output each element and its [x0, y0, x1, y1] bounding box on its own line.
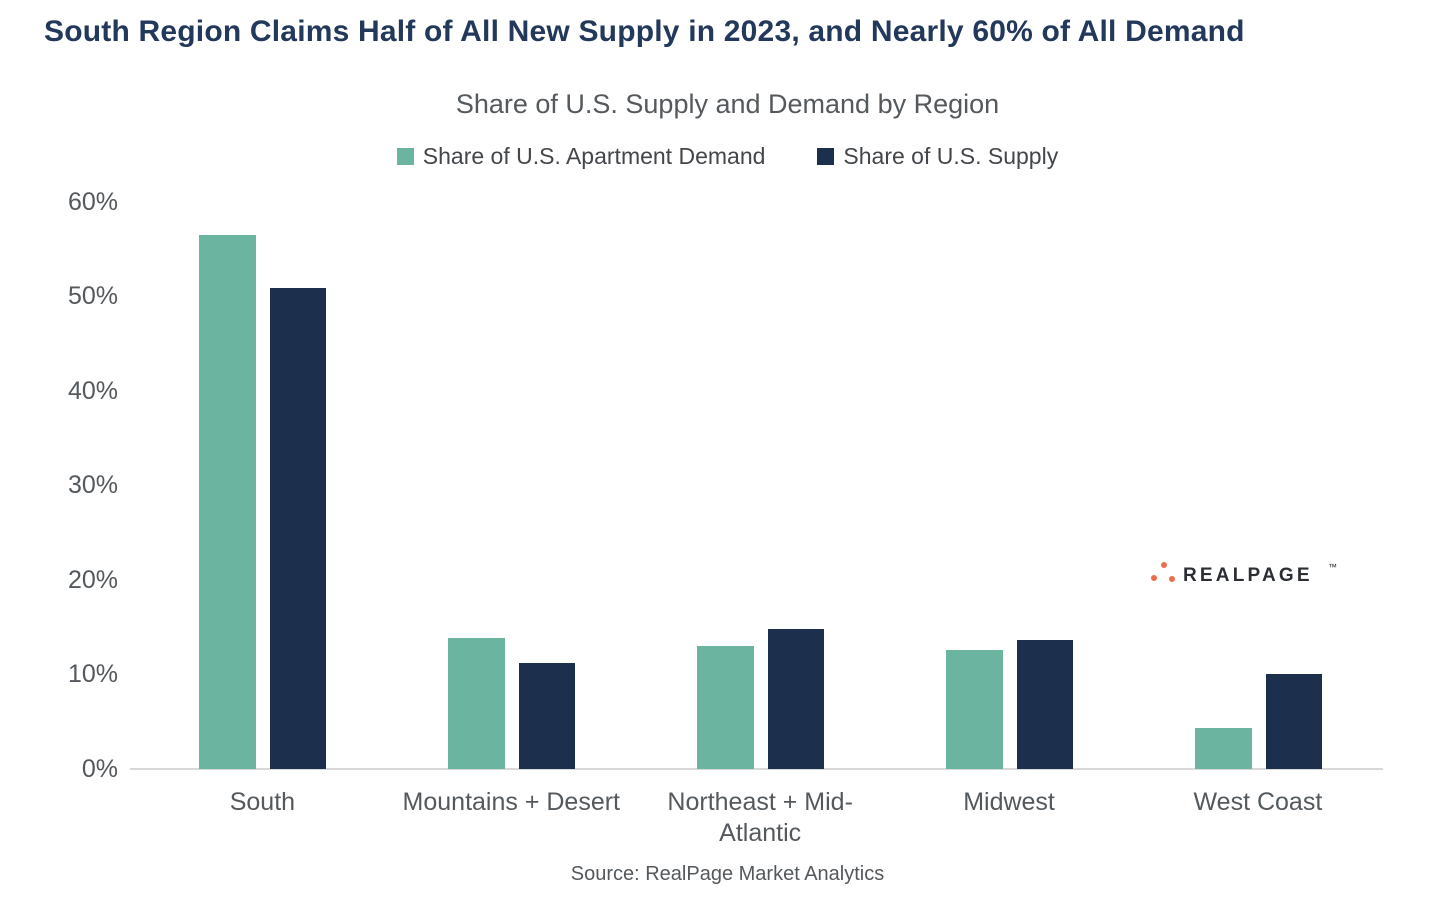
x-axis-label-west-coast: West Coast	[1193, 788, 1323, 816]
bar-demand-south	[199, 234, 257, 769]
y-axis-tick-label: 40%	[67, 376, 118, 405]
bar-supply-south	[270, 287, 327, 769]
chart-subtitle: Share of U.S. Supply and Demand by Regio…	[455, 89, 1000, 119]
legend-label: Share of U.S. Supply	[843, 143, 1059, 169]
legend-swatch-icon	[817, 148, 835, 165]
legend-item-0: Share of U.S. Apartment Demand	[396, 143, 766, 170]
bar-demand-mountains-desert	[448, 638, 506, 769]
logo-dot-icon	[1151, 575, 1157, 581]
source-note: Source: RealPage Market Analytics	[570, 863, 885, 885]
logo-dot-icon	[1161, 562, 1167, 568]
y-axis-tick-label: 20%	[67, 565, 118, 594]
y-axis-tick-label: 0%	[81, 755, 118, 783]
chart-legend: Share of U.S. Apartment Demand Share of U…	[0, 143, 1455, 170]
logo-wordmark: REALPAGE	[1183, 565, 1313, 586]
logo-dot-icon	[1169, 576, 1175, 582]
bar-demand-west-coast	[1194, 728, 1252, 769]
legend-label: Share of U.S. Apartment Demand	[422, 143, 766, 169]
y-axis-tick-label: 50%	[67, 282, 118, 311]
bar-demand-northeast-mid-atlantic	[697, 646, 755, 769]
realpage-logo: REALPAGE ™	[1146, 556, 1346, 594]
legend-item-1: Share of U.S. Supply	[817, 143, 1058, 170]
x-axis-line	[130, 768, 1383, 770]
trademark-symbol: ™	[1328, 562, 1337, 572]
bar-supply-midwest	[1017, 640, 1074, 769]
y-axis-tick-label: 60%	[67, 187, 118, 216]
x-axis-label-south: South	[229, 788, 296, 816]
y-axis-tick-label: 30%	[67, 471, 118, 500]
x-axis-label-mountains-desert: Mountains + Desert	[402, 788, 620, 816]
bar-supply-west-coast	[1265, 674, 1322, 769]
x-axis-label-northeast-mid-atlantic: Northeast + Mid-Atlantic	[667, 788, 853, 848]
x-axis-label-midwest: Midwest	[963, 788, 1055, 816]
bar-supply-northeast-mid-atlantic	[768, 629, 825, 769]
y-axis-tick-label: 10%	[67, 660, 118, 689]
bar-supply-mountains-desert	[519, 663, 576, 769]
bar-demand-midwest	[946, 649, 1004, 769]
legend-swatch-icon	[396, 148, 414, 165]
chart-headline: South Region Claims Half of All New Supp…	[44, 15, 1245, 48]
